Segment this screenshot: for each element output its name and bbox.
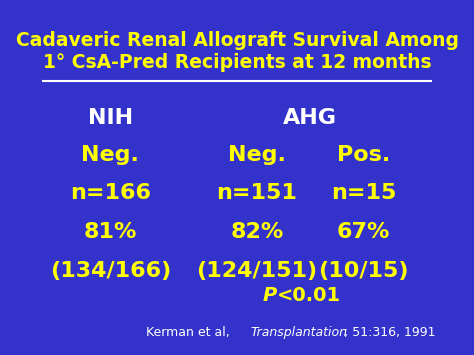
Text: Transplantation: Transplantation bbox=[251, 326, 348, 339]
Text: 67%: 67% bbox=[337, 222, 390, 242]
Text: Neg.: Neg. bbox=[82, 144, 139, 165]
Text: ; 51:316, 1991: ; 51:316, 1991 bbox=[344, 326, 435, 339]
Text: AHG: AHG bbox=[283, 108, 337, 127]
Text: P: P bbox=[262, 286, 276, 305]
Text: n=15: n=15 bbox=[331, 183, 396, 203]
Text: Neg.: Neg. bbox=[228, 144, 286, 165]
Text: (134/166): (134/166) bbox=[50, 261, 171, 281]
Text: (10/15): (10/15) bbox=[319, 261, 409, 281]
Text: n=151: n=151 bbox=[216, 183, 297, 203]
Text: (124/151): (124/151) bbox=[196, 261, 317, 281]
Text: Cadaveric Renal Allograft Survival Among
1° CsA-Pred Recipients at 12 months: Cadaveric Renal Allograft Survival Among… bbox=[16, 31, 458, 72]
Text: 81%: 81% bbox=[84, 222, 137, 242]
Text: Kerman et al,: Kerman et al, bbox=[146, 326, 234, 339]
Text: <0.01: <0.01 bbox=[276, 286, 341, 305]
Text: Pos.: Pos. bbox=[337, 144, 390, 165]
Text: NIH: NIH bbox=[88, 108, 133, 127]
Text: 82%: 82% bbox=[230, 222, 283, 242]
Text: n=166: n=166 bbox=[70, 183, 151, 203]
